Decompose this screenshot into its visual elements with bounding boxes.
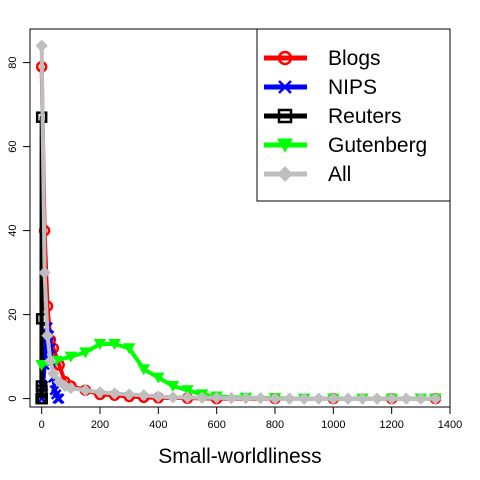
legend-item-all: All [264,163,351,186]
legend-label: All [328,163,351,186]
data-point [152,372,165,384]
y-tick-label: 80 [7,56,19,68]
legend-label: Reuters [328,105,402,128]
data-point [41,329,54,342]
data-point [137,364,151,376]
y-axis: 0 20 40 60 80 [7,56,30,402]
series-layer [35,39,442,405]
x-axis: 0 200 400 600 800 1000 1200 1400 [39,407,462,431]
x-tick-label: 400 [149,419,167,431]
data-point [327,392,340,405]
legend-item-blogs: Blogs [264,47,381,70]
data-point [152,390,165,403]
data-point [137,389,150,402]
data-point [35,360,48,371]
data-point [181,385,194,397]
data-point [298,392,311,405]
legend-marker [277,108,293,124]
x-axis-label: Small-worldliness [158,445,321,468]
data-point [166,391,180,404]
legend-label: Gutenberg [328,134,427,157]
data-point [93,339,107,350]
y-tick-label: 40 [7,224,19,236]
legend-marker [278,80,292,94]
data-point [268,392,282,405]
data-point [35,39,48,52]
data-point [341,392,355,405]
data-point [53,393,65,404]
legend-item-nips: NIPS [264,76,377,99]
data-point [356,392,369,405]
data-point [254,392,267,405]
data-point [181,391,194,404]
x-tick-label: 0 [39,419,45,431]
series-all [35,39,442,405]
data-point [64,351,78,363]
data-point [123,388,136,401]
legend-label: Blogs [328,47,381,70]
data-point [312,392,325,405]
x-tick-label: 1400 [438,419,462,431]
legend-marker [277,50,293,66]
data-point [93,386,107,399]
x-tick-label: 600 [207,419,225,431]
data-point [166,381,180,392]
data-point [79,384,92,397]
data-point [58,379,72,393]
data-point [210,391,223,404]
data-point [283,392,296,405]
data-point [108,339,121,350]
y-tick-label: 0 [7,396,19,402]
x-tick-label: 200 [91,419,109,431]
x-tick-label: 800 [266,419,284,431]
legend-item-reuters: Reuters [264,105,402,128]
data-point [429,392,442,405]
legend-marker [276,138,294,153]
x-tick-label: 1000 [321,419,345,431]
data-point [225,392,238,405]
data-point [44,354,57,367]
y-tick-label: 60 [7,140,19,152]
data-point [64,381,77,395]
plot-frame [29,28,451,408]
legend-marker [277,166,293,182]
data-point [414,392,427,405]
legend: Blogs NIPS Reuters Gutenberg All [256,28,451,202]
data-point [47,367,60,380]
data-point [195,391,209,404]
plot-area [29,28,451,408]
data-point [38,266,51,279]
data-point [53,375,66,388]
data-point [239,392,252,405]
data-point [79,347,92,359]
legend-label: NIPS [328,76,377,99]
data-point [400,392,413,405]
data-point [385,392,398,405]
data-point [370,392,384,405]
legend-item-gutenberg: Gutenberg [264,134,427,157]
x-tick-label: 1200 [379,419,403,431]
data-point [36,392,48,405]
data-point [122,343,136,355]
data-point [108,387,121,400]
y-tick-label: 20 [7,308,19,320]
